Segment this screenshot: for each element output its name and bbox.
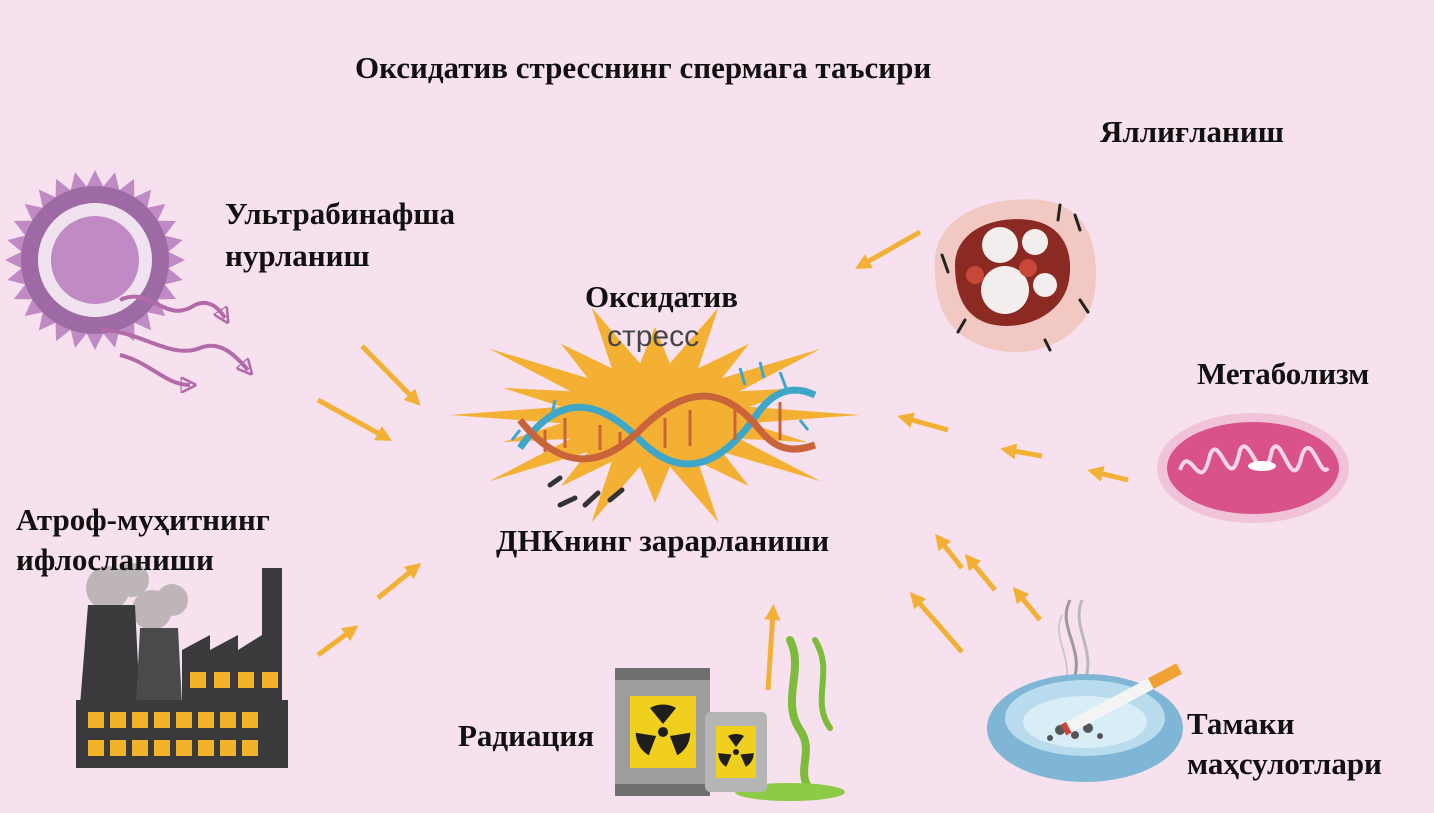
influence-arrow (964, 553, 997, 592)
influence-arrow (1012, 586, 1042, 622)
factory-window (238, 672, 254, 688)
factory-window (132, 740, 148, 756)
influence-arrow (376, 562, 422, 600)
factory-window (220, 740, 236, 756)
center-label-line1: Оксидатив (585, 279, 739, 314)
factory-window (88, 740, 104, 756)
influence-arrow (855, 229, 922, 269)
oxidative-burst (450, 307, 860, 523)
influence-arrow (1087, 466, 1129, 483)
factory-window (176, 740, 192, 756)
influence-arrow (897, 412, 949, 433)
mitochondrion-icon (1157, 413, 1349, 523)
pollution-label-line1: Атроф-муҳитнинг (16, 502, 270, 537)
uv-label-line2: нурланиш (225, 238, 370, 273)
tobacco-label-line1: Тамаки (1187, 706, 1295, 741)
factory-window (198, 712, 214, 728)
page-title: Оксидатив стресснинг спермага таъсири (355, 50, 932, 85)
inflamed-tissue-icon (934, 199, 1096, 353)
tobacco-label-line2: маҳсулотлари (1187, 746, 1382, 781)
factory-window (242, 740, 258, 756)
dna-damage-caption: ДНКнинг зарарланиши (496, 523, 830, 558)
influence-arrow (909, 591, 964, 654)
factory-window (132, 712, 148, 728)
factory-window (154, 712, 170, 728)
pollution-label-line2: ифлосланиши (16, 542, 214, 577)
factory-icon (76, 563, 288, 768)
radiation-label: Радиация (458, 718, 594, 753)
influence-arrow (935, 533, 964, 570)
metabolism-label: Метаболизм (1197, 356, 1370, 391)
factory-window (262, 672, 278, 688)
uv-label-line1: Ультрабинафша (225, 196, 456, 231)
influence-arrow (1000, 443, 1043, 460)
influence-arrow (764, 604, 781, 691)
radioactive-barrel-icon (615, 636, 845, 801)
center-label-line2: стресс (607, 320, 700, 353)
factory-window (190, 672, 206, 688)
factory-window (198, 740, 214, 756)
factory-window (154, 740, 170, 756)
factory-window (176, 712, 192, 728)
factory-window (242, 712, 258, 728)
influence-arrow (316, 397, 393, 441)
arrows-group (316, 229, 1129, 691)
influence-arrow (360, 344, 421, 406)
sun-rays-icon (5, 170, 248, 385)
dna-helix-icon (510, 361, 817, 508)
inflammation-label: Яллиғланиш (1100, 114, 1284, 149)
factory-window (88, 712, 104, 728)
ashtray-cigarette-icon (987, 599, 1183, 782)
factory-window (110, 712, 126, 728)
factory-window (220, 712, 236, 728)
influence-arrow (316, 625, 359, 658)
factory-window (214, 672, 230, 688)
factory-window (110, 740, 126, 756)
